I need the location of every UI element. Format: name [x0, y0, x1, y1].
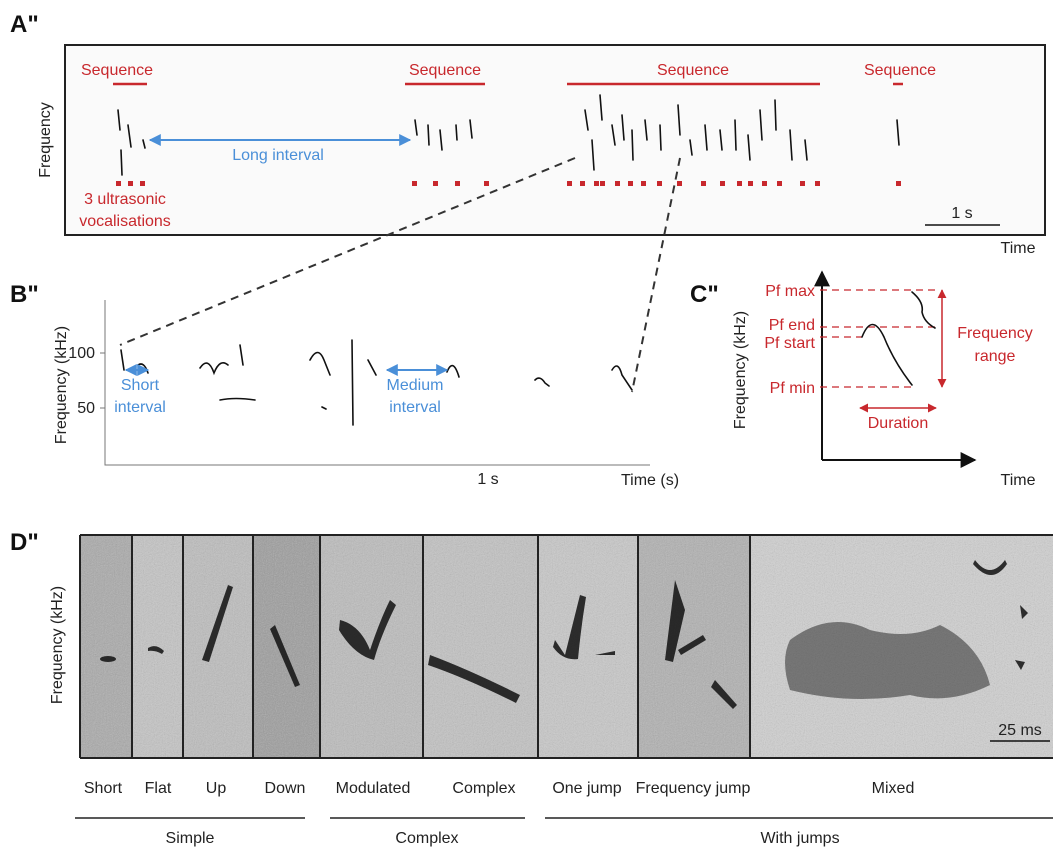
call-type: Up: [206, 780, 227, 797]
interval-label: Medium: [387, 377, 444, 394]
panel-c: C" Frequency (kHz) Time Pf max Pf end Pf…: [690, 270, 1036, 489]
vocalisation-dots: [116, 181, 901, 186]
call-type: Flat: [145, 780, 172, 797]
spectrogram-tiles: [80, 535, 1053, 758]
x-axis-label: Time: [1001, 472, 1036, 489]
panel-d: D" Frequency (kHz) 25 ms Short Flat Up D…: [10, 529, 1053, 847]
param-label: Pf end: [769, 317, 815, 334]
interval-label: interval: [114, 399, 166, 416]
group-label: Simple: [166, 830, 215, 847]
vocalisation-traces: [117, 94, 900, 176]
param-lines: [820, 289, 940, 388]
call-blobs: [100, 560, 1028, 709]
call-sketch: [861, 291, 936, 386]
panel-b: B" 100 50 Frequency (kHz) 1 s Time (s) S…: [10, 281, 679, 489]
call-type: One jump: [552, 780, 621, 797]
panel-label: B": [10, 281, 39, 308]
vocalisation-label: vocalisations: [79, 213, 171, 230]
x-axis-label: Time: [1001, 240, 1036, 257]
panel-label: D": [10, 529, 39, 556]
group-label: Complex: [395, 830, 458, 847]
vocalisation-label: 3 ultrasonic: [84, 191, 166, 208]
call-type: Mixed: [872, 780, 915, 797]
scale-label: 25 ms: [998, 722, 1042, 739]
param-label: Pf min: [770, 380, 815, 397]
group-label: With jumps: [760, 830, 839, 847]
zoom-lines: [119, 157, 681, 393]
interval-label: Short: [121, 377, 160, 394]
range-label: range: [975, 348, 1016, 365]
interval-label: Long interval: [232, 147, 324, 164]
range-label: Frequency: [957, 325, 1033, 342]
interval-label: interval: [389, 399, 441, 416]
panel-label: C": [690, 281, 719, 308]
param-label: Pf max: [765, 283, 815, 300]
y-axis-label: Frequency (kHz): [49, 586, 66, 704]
call-type: Down: [265, 780, 306, 797]
call-type: Short: [84, 780, 123, 797]
tile-borders: [79, 534, 1053, 759]
sequence-label: Sequence: [81, 62, 153, 79]
y-tick-label: 100: [68, 345, 95, 362]
x-axis-label: Time (s): [621, 472, 679, 489]
duration-label: Duration: [868, 415, 928, 432]
panel-a: A" Frequency Time Sequence Sequence Sequ…: [10, 11, 1046, 257]
y-tick-label: 50: [77, 400, 95, 417]
axes: [104, 300, 650, 466]
call-traces: [120, 339, 633, 426]
scale-label: 1 s: [477, 471, 498, 488]
call-type: Frequency jump: [636, 780, 751, 797]
y-axis-label: Frequency (kHz): [53, 326, 70, 444]
sequence-label: Sequence: [864, 62, 936, 79]
y-axis-label: Frequency: [37, 102, 54, 178]
panel-label: A": [10, 11, 39, 38]
y-axis-label: Frequency (kHz): [732, 311, 749, 429]
param-label: Pf start: [764, 335, 815, 352]
scale-label: 1 s: [951, 205, 972, 222]
call-type: Modulated: [336, 780, 411, 797]
sequence-label: Sequence: [657, 62, 729, 79]
sequence-label: Sequence: [409, 62, 481, 79]
call-type: Complex: [452, 780, 515, 797]
